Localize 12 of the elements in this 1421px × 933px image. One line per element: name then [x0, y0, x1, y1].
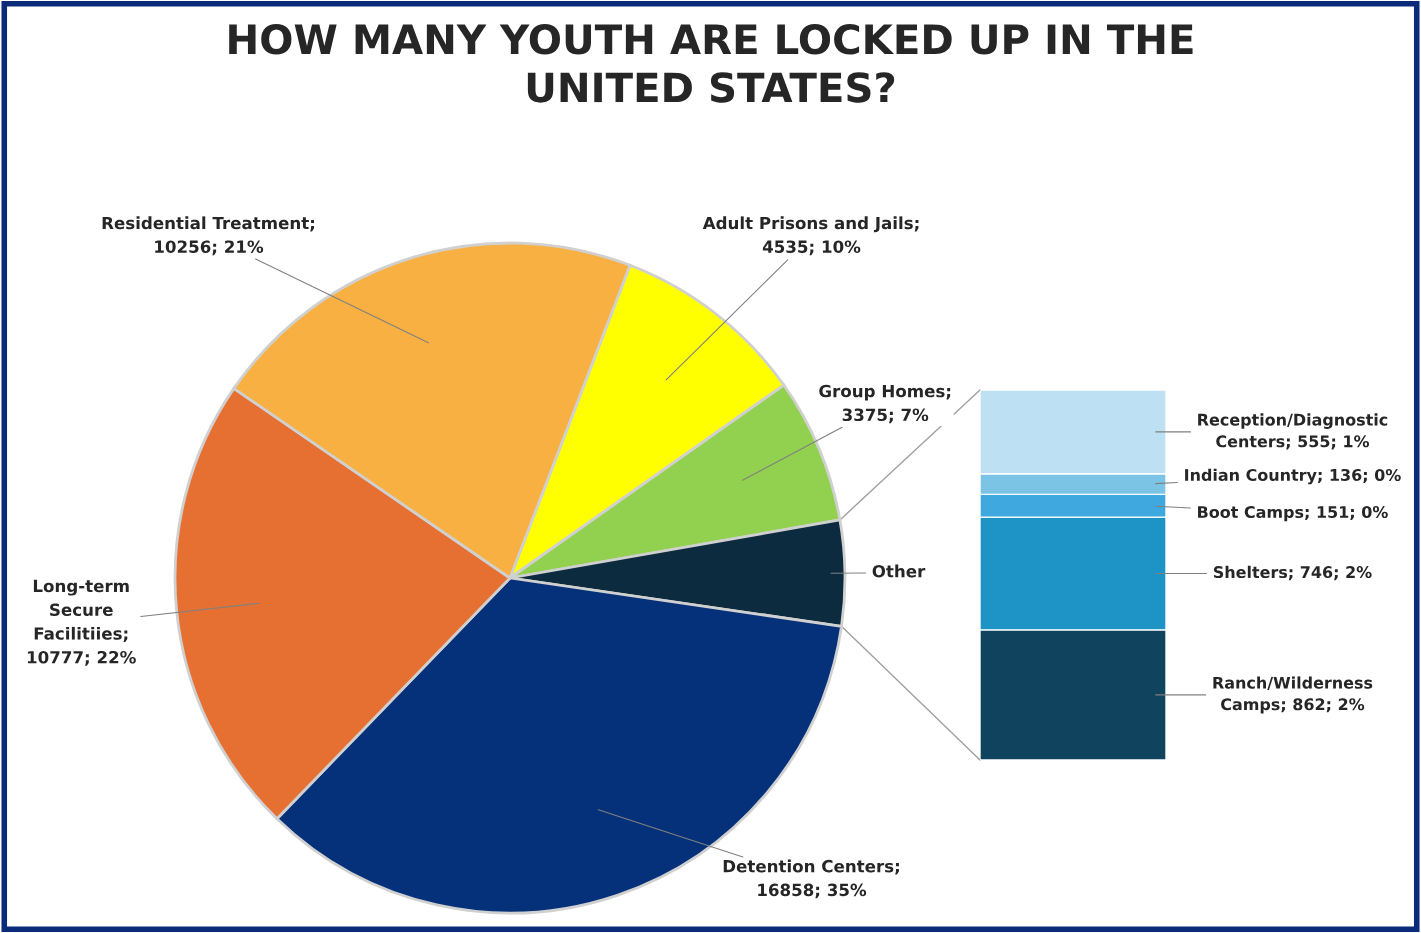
data-label: Residential Treatment; 10256; 21% — [102, 216, 315, 256]
chart-title: HOW MANY YOUTH ARE LOCKED UP IN THE UNITED STATES? — [229, 24, 1193, 103]
data-label: Long-term Secure Facilitiies; 10777; 22% — [27, 579, 136, 666]
data-label: Boot Camps; 151; 0% — [1198, 505, 1388, 522]
data-label: Ranch/Wilderness Camps; 862; 2% — [1213, 676, 1373, 714]
slice-label: Other — [872, 564, 926, 578]
data-label: Group Homes; 3375; 7% — [819, 384, 951, 424]
data-label: Reception/Diagnostic Centers; 555; 1% — [1198, 413, 1388, 450]
data-label: Detention Centers; 16858; 35% — [723, 859, 899, 899]
data-label: Shelters; 746; 2% — [1213, 565, 1372, 581]
data-label: Indian Country; 136; 0% — [1185, 468, 1401, 485]
data-label: Adult Prisons and Jails; 4535; 10% — [702, 216, 919, 256]
